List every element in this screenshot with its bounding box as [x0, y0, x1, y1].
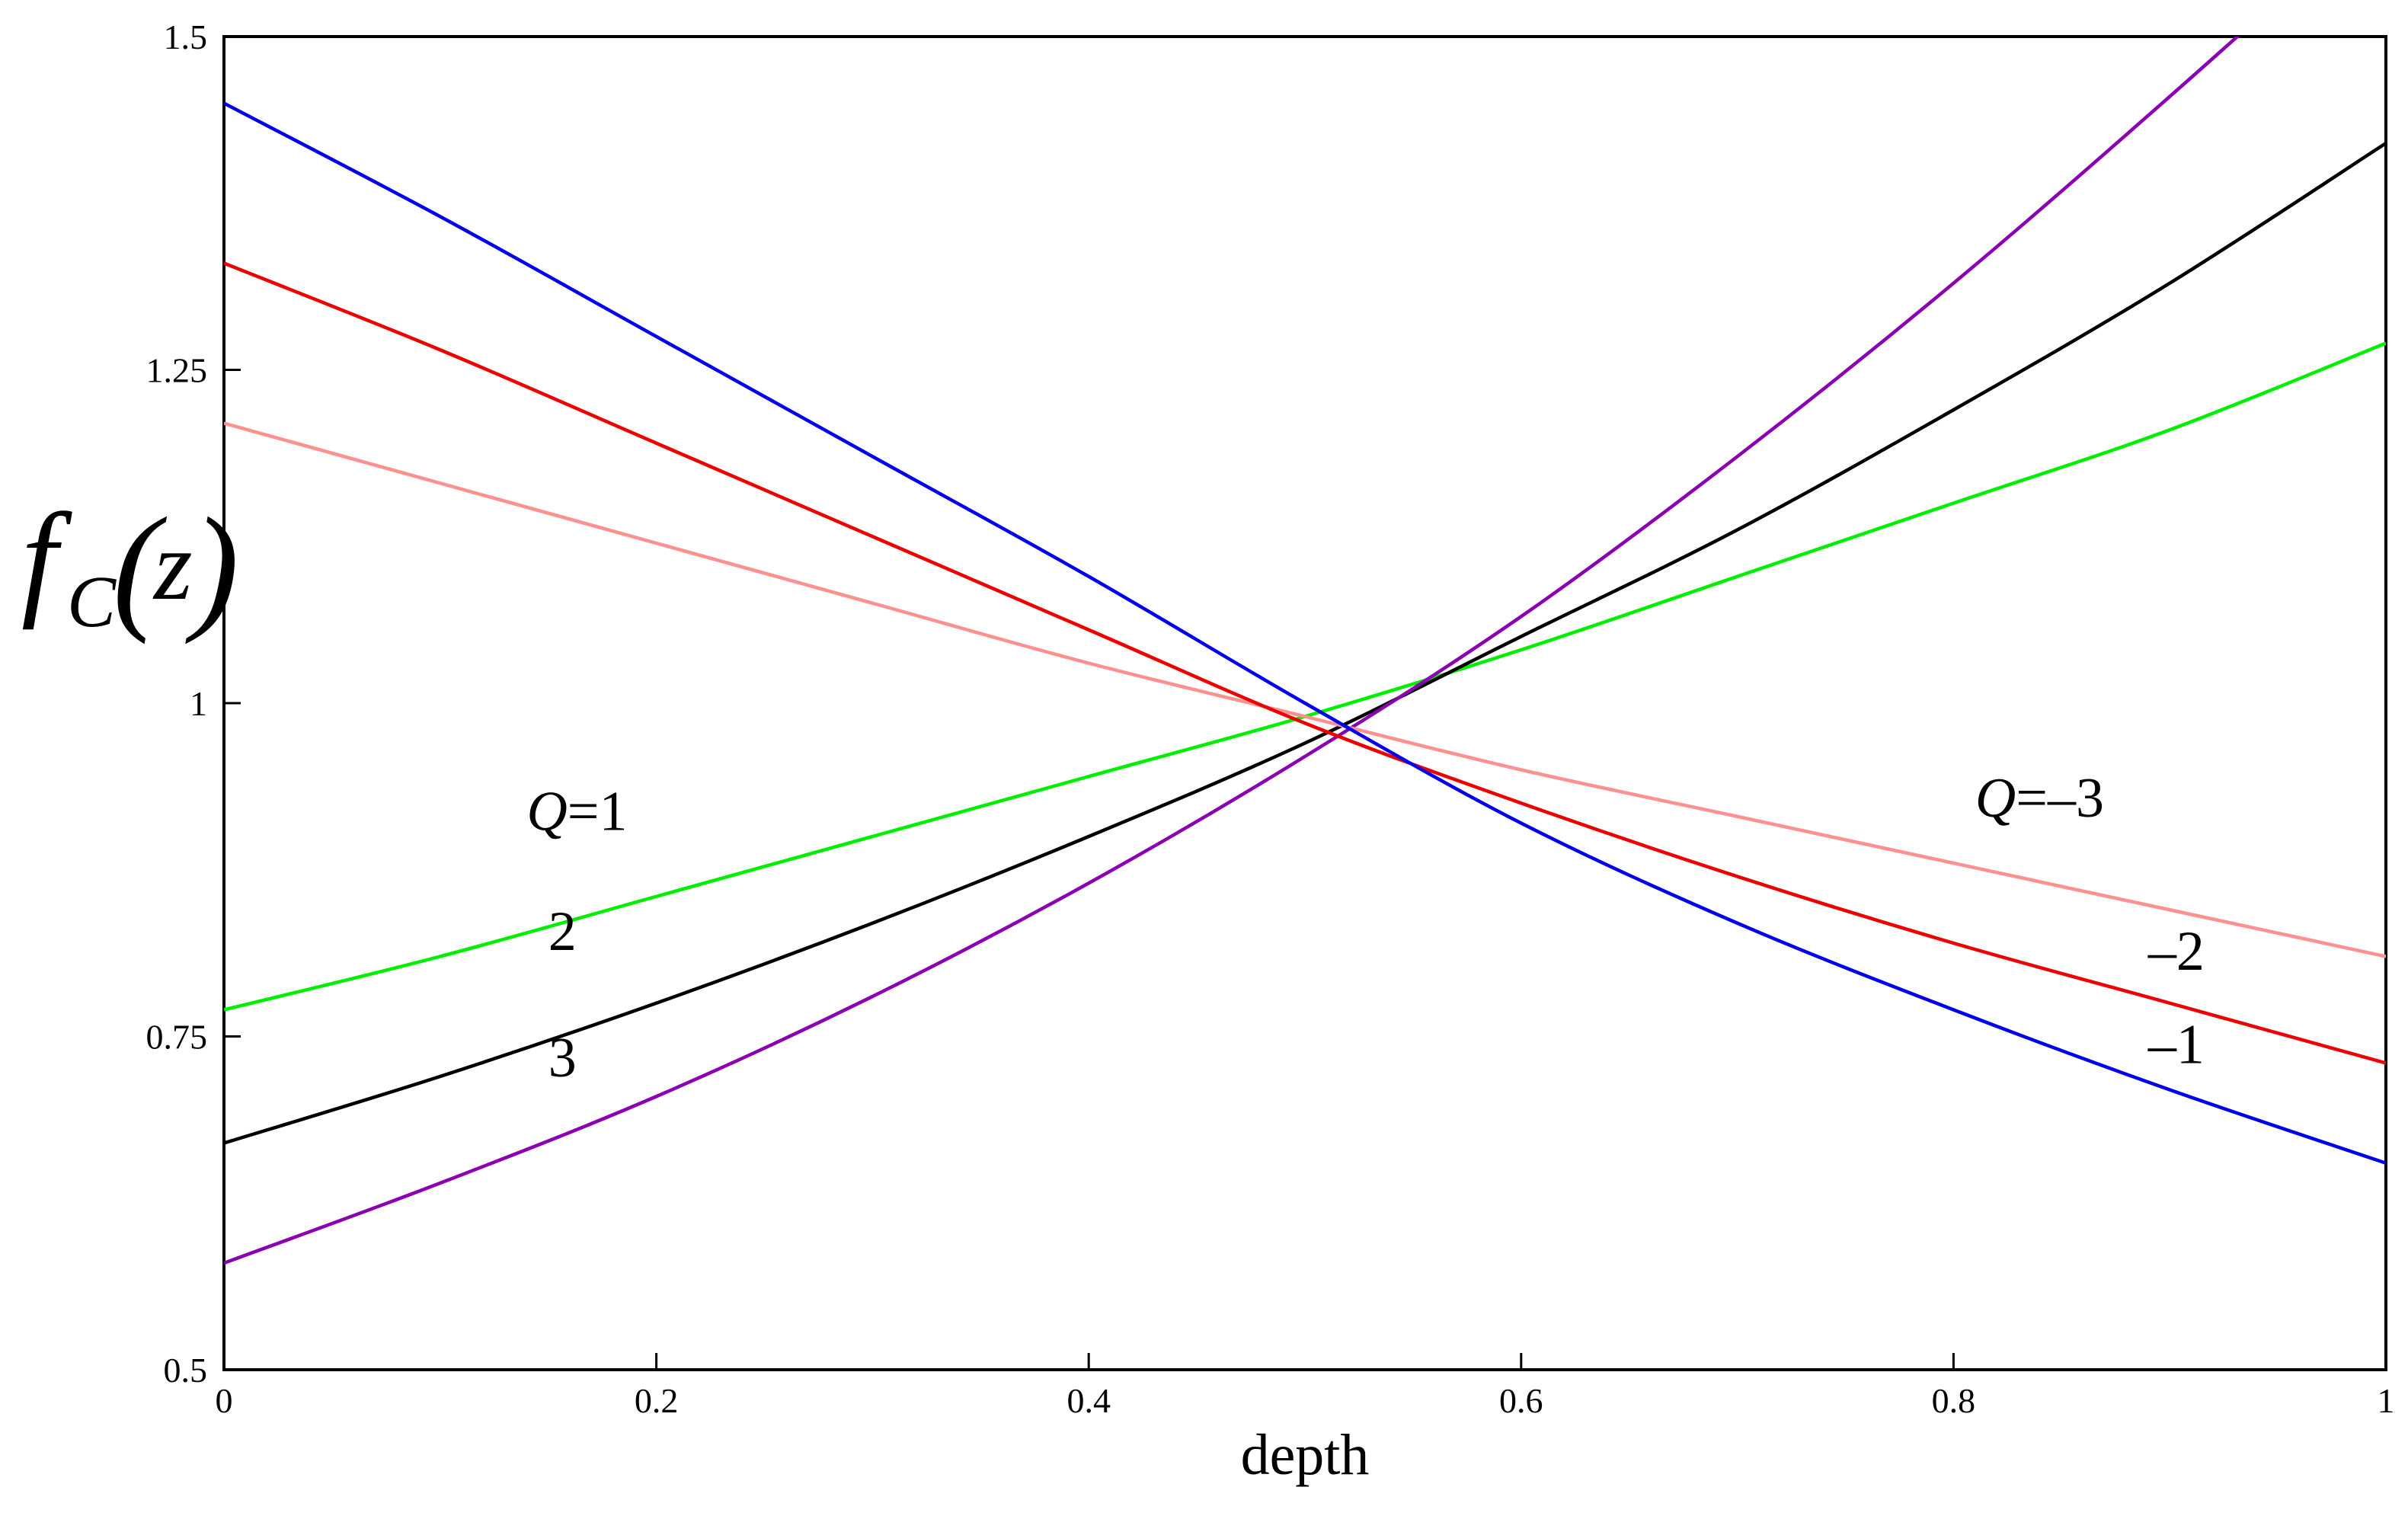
series-line-qm2 [224, 261, 2386, 1065]
x-tick-label: 0.2 [635, 1381, 679, 1420]
x-tick-label: 0 [216, 1381, 233, 1420]
y-axis-label: f C ( z ) [21, 487, 239, 645]
annotation-q3: 3 [548, 1027, 577, 1089]
x-tick-label: 0.4 [1066, 1381, 1111, 1420]
annotation-q2: 2 [548, 900, 577, 963]
series-line-q3 [224, 37, 2240, 1265]
x-axis-label: depth [1241, 1423, 1370, 1487]
y-tick-label: 0.5 [164, 1351, 208, 1390]
annotation-qm1: –1 [2147, 1014, 2205, 1076]
series-annotations: Q=1 2 3 Q=–3 –2 –1 [526, 767, 2205, 1089]
series-lines [224, 37, 2386, 1265]
y-tick-label: 1 [190, 684, 207, 723]
y-tick-label: 1.5 [164, 18, 208, 56]
y-tick-label: 1.25 [146, 351, 208, 390]
y-axis-label-subscript: C [67, 561, 117, 642]
y-axis-label-arg: z [152, 511, 193, 621]
annotation-qm2: –2 [2147, 920, 2205, 983]
axis-ticks: 0 0.2 0.4 0.6 0.8 1 0.5 0.75 1 1.25 1.5 [146, 18, 2395, 1420]
y-tick-label: 0.75 [146, 1018, 208, 1057]
y-axis-label-paren-close: ) [185, 489, 239, 645]
annotation-qm3: Q=–3 [1975, 767, 2104, 830]
x-tick-label: 1 [2378, 1381, 2395, 1420]
x-tick-label: 0.6 [1499, 1381, 1543, 1420]
annotation-q1: Q=1 [526, 780, 627, 843]
series-line-q2 [224, 142, 2386, 1145]
series-line-qm3 [224, 421, 2386, 958]
series-line-qm1 [224, 101, 2386, 1165]
x-tick-label: 0.8 [1932, 1381, 1976, 1420]
y-axis-label-paren-open: ( [113, 489, 168, 645]
y-axis-label-main: f [21, 487, 72, 630]
